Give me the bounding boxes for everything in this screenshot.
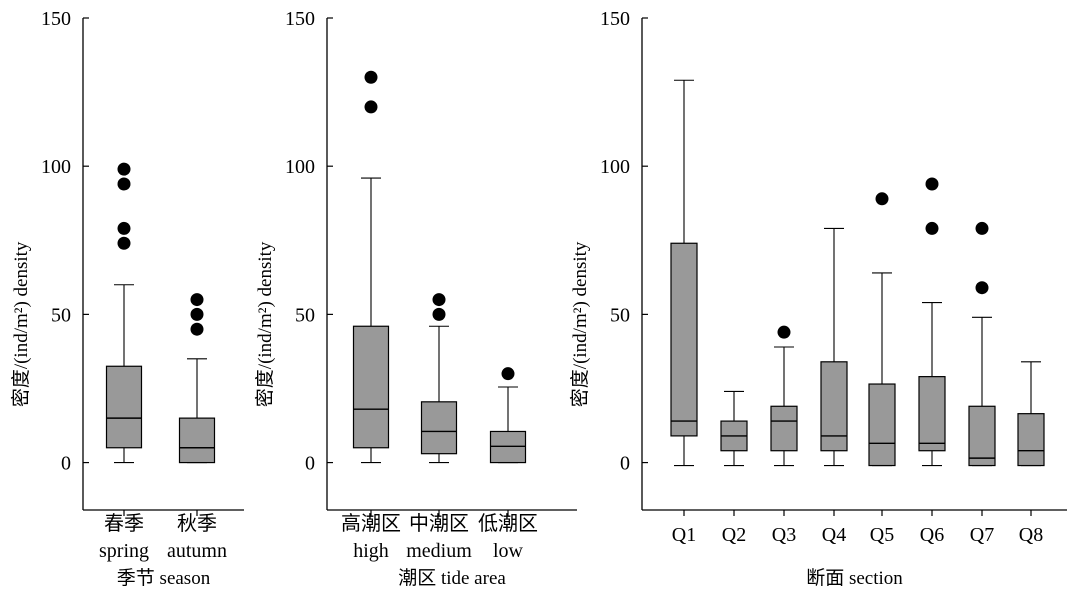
box-iqr (820, 361, 848, 452)
x-category-label-cn: 春季 (104, 512, 144, 535)
outlier-point (432, 293, 446, 307)
y-tick-label: 150 (600, 8, 630, 30)
x-category-label-en: high (353, 540, 389, 562)
x-category-label: Q2 (722, 524, 746, 546)
y-tick-label: 100 (600, 156, 630, 178)
outlier-point (364, 70, 378, 84)
y-axis-title: 密度/(ind/m²) density (254, 241, 276, 407)
x-category-label-cn: 中潮区 (409, 512, 469, 535)
box-iqr (1017, 413, 1045, 467)
x-category-label: Q4 (822, 524, 846, 546)
y-tick-label: 0 (620, 453, 630, 475)
outlier-point (117, 221, 131, 235)
box-iqr (918, 376, 946, 452)
box-iqr (105, 365, 143, 449)
outlier-point (432, 307, 446, 321)
outlier-point (875, 192, 889, 206)
x-category-label-en: spring (99, 540, 149, 562)
y-tick-label: 0 (305, 453, 315, 475)
outlier-point (190, 322, 204, 336)
x-axis-title: 断面 section (806, 567, 903, 589)
box-iqr (670, 242, 698, 437)
x-category-label-en: medium (406, 540, 472, 562)
chart-panel-2: 0 50 100 150 密度/(ind/m²) density 高潮区 high 中潮区 me… (254, 8, 577, 589)
x-category-label-cn: 高潮区 (341, 512, 401, 535)
y-axis-title: 密度/(ind/m²) density (10, 241, 32, 407)
box-iqr (770, 405, 798, 452)
x-category-label-en: low (493, 540, 524, 562)
outlier-point (975, 281, 989, 295)
box-iqr (420, 401, 458, 455)
box-iqr (489, 430, 527, 464)
y-tick-label: 0 (61, 453, 71, 475)
box-iqr (868, 383, 896, 467)
box-iqr (968, 405, 996, 467)
outlier-point (117, 177, 131, 191)
outlier-point (777, 325, 791, 339)
outlier-point (117, 162, 131, 176)
x-category-label: Q7 (970, 524, 994, 546)
y-tick-label: 150 (285, 8, 315, 30)
x-category-label-cn: 秋季 (177, 512, 217, 535)
x-axis-title: 潮区 tide area (398, 567, 506, 589)
x-category-label: Q8 (1019, 524, 1043, 546)
y-tick-label: 150 (41, 8, 71, 30)
x-category-label-en: autumn (167, 540, 227, 562)
y-tick-label: 100 (285, 156, 315, 178)
x-category-label: Q6 (920, 524, 944, 546)
y-tick-label: 50 (295, 304, 315, 326)
box-iqr (352, 325, 390, 449)
outlier-point (190, 293, 204, 307)
chart-panel-1: 0 50 100 150 密度/(ind/m²) density 春季 spring 秋季 au… (10, 8, 244, 589)
x-category-label-cn: 低潮区 (478, 512, 538, 535)
y-tick-label: 50 (51, 304, 71, 326)
x-category-label: Q3 (772, 524, 796, 546)
x-axis-title: 季节 season (117, 567, 211, 589)
outlier-point (501, 367, 515, 381)
chart-panel-3: 0 50 100 150 密度/(ind/m²) density Q1 Q2 Q3 Q4 Q5 Q6… (569, 8, 1067, 589)
outlier-point (925, 221, 939, 235)
outlier-point (925, 177, 939, 191)
y-axis-title: 密度/(ind/m²) density (569, 241, 591, 407)
x-category-label: Q1 (672, 524, 696, 546)
y-tick-label: 50 (610, 304, 630, 326)
outlier-point (975, 221, 989, 235)
y-tick-label: 100 (41, 156, 71, 178)
outlier-point (364, 100, 378, 114)
outlier-point (117, 236, 131, 250)
outlier-point (190, 307, 204, 321)
x-category-label: Q5 (870, 524, 894, 546)
box-iqr (178, 417, 216, 464)
